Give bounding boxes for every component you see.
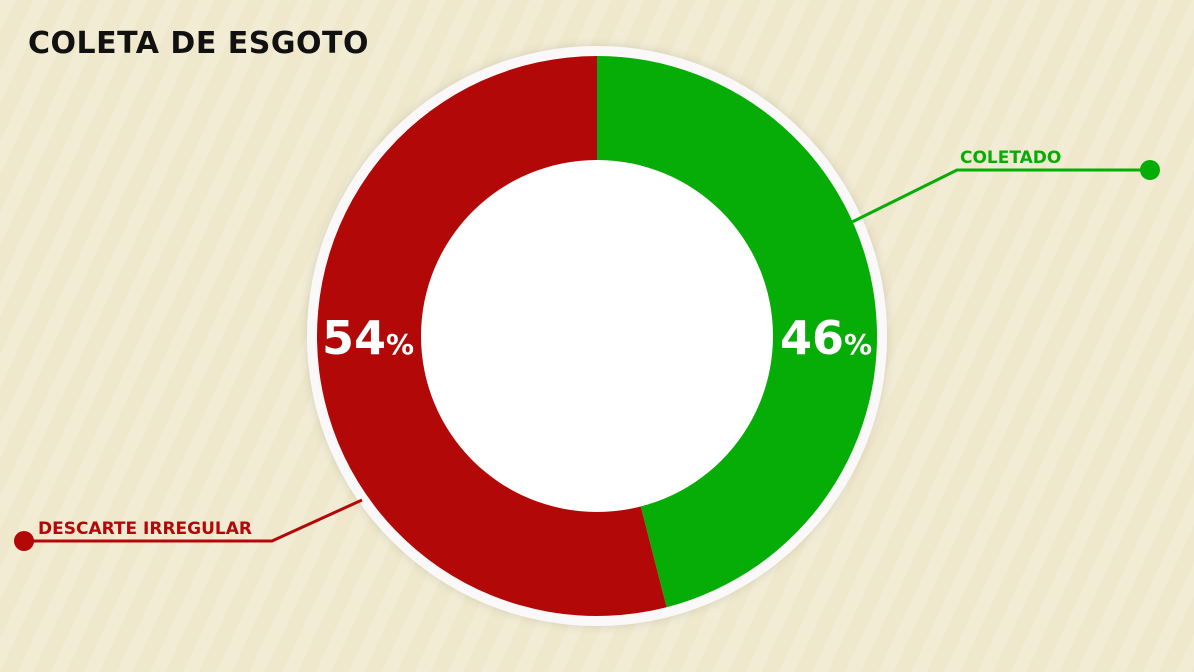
callout-line-coletado [851,168,1150,224]
slice-label-descarte: DESCARTE IRREGULAR [38,519,252,539]
chart-title: COLETA DE ESGOTO [28,26,369,61]
percent-label-coletado: 46% [780,311,872,365]
percent-label-descarte: 54% [322,311,414,365]
percent-sign-coletado: % [844,328,872,361]
percent-value-descarte: 54 [322,311,386,365]
donut-hole [421,160,773,512]
slice-label-coletado: COLETADO [960,148,1061,168]
percent-value-coletado: 46 [780,311,844,365]
callout-dot-coletado [1140,160,1160,180]
percent-sign-descarte: % [386,328,414,361]
callout-line-descarte [24,498,363,543]
callout-dot-descarte [14,531,34,551]
